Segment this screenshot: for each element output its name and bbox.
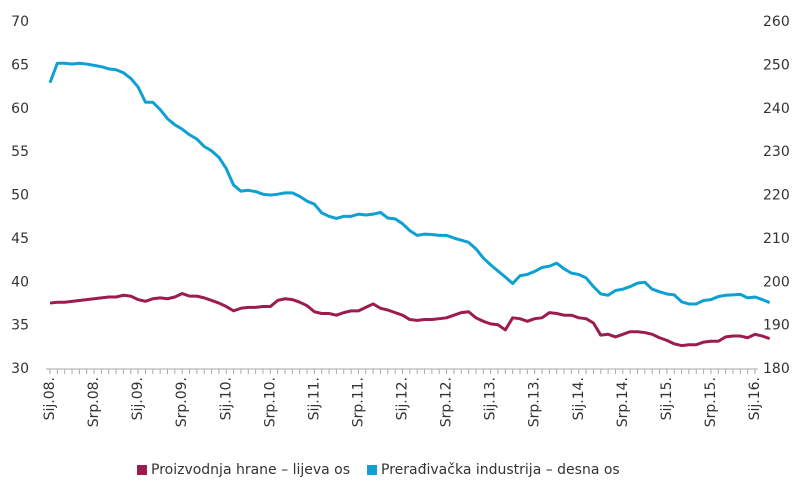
y2-tick-label: 220 [763, 188, 790, 204]
y-tick-label: 55 [11, 144, 29, 160]
y-tick-label: 70 [11, 14, 29, 30]
x-tick-label: Sij.12. [395, 377, 411, 420]
y2-tick-label: 240 [763, 101, 790, 117]
series-line [48, 61, 771, 306]
x-tick-label: Srp.09. [174, 377, 190, 427]
y2-tick-label: 200 [763, 274, 790, 290]
x-tick-label: Sij.09. [130, 377, 146, 420]
y-tick-label: 35 [11, 318, 29, 334]
x-tick-label: Sij.10. [218, 377, 234, 420]
x-tick-label: Sij.16. [747, 377, 763, 420]
y-tick-label: 40 [11, 274, 29, 290]
series-line [49, 292, 771, 348]
y2-tick-label: 250 [763, 57, 790, 73]
y2-tick-label: 230 [763, 144, 790, 160]
y2-tick-label: 190 [763, 318, 790, 334]
legend-swatch [367, 465, 378, 475]
x-tick-label: Srp.15. [703, 377, 719, 427]
x-tick-label: Srp.12. [439, 377, 455, 427]
x-tick-label: Sij.08. [42, 377, 58, 420]
x-tick-label: Srp.08. [86, 377, 102, 427]
x-tick-label: Sij.14. [571, 377, 587, 420]
x-tick-label: Srp.14. [615, 377, 631, 427]
y-tick-label: 65 [11, 57, 29, 73]
x-tick-label: Srp.10. [262, 377, 278, 427]
y-tick-label: 50 [11, 188, 29, 204]
x-tick-label: Sij.15. [659, 377, 675, 420]
y-tick-label: 45 [11, 231, 29, 247]
y-tick-label: 60 [11, 101, 29, 117]
y2-tick-label: 260 [763, 14, 790, 30]
y-tick-label: 30 [11, 361, 29, 377]
y2-tick-label: 180 [763, 361, 790, 377]
y2-tick-label: 210 [763, 231, 790, 247]
x-tick-label: Sij.11. [306, 377, 322, 420]
legend-label: Proizvodnja hrane – lijeva os [151, 462, 350, 478]
legend-label: Prerađivačka industrija – desna os [381, 462, 620, 478]
legend-swatch [137, 465, 147, 475]
x-tick-label: Srp.11. [350, 377, 366, 427]
x-tick-label: Sij.13. [483, 377, 499, 420]
x-tick-label: Srp.13. [527, 377, 543, 427]
